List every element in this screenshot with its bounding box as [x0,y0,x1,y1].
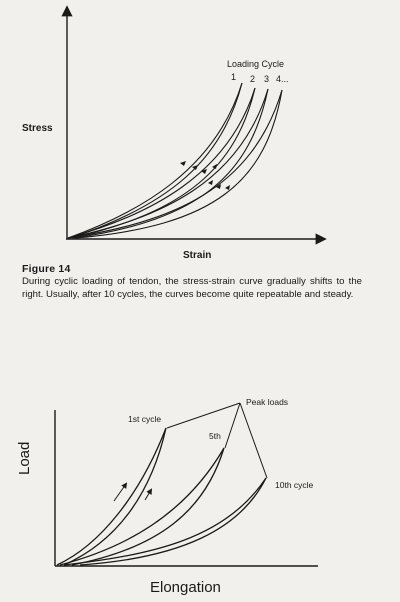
arrow-marker [212,164,217,169]
arrow-marker [225,185,230,190]
first-cycle-loading-curve [56,427,167,566]
bottom-direction-arrows [113,482,153,502]
figure-caption: Figure 14 During cyclic loading of tendo… [22,262,362,302]
peak-loads-label: Peak loads [246,397,288,407]
cycle-4-loading-curve [67,89,283,239]
caption-title: Figure 14 [22,263,71,275]
bottom-curves [56,427,267,566]
caption-text: During cyclic loading of tendon, the str… [22,276,362,300]
cycle-label-2: 2 [250,74,255,84]
bottom-y-axis-label: Load [16,442,33,475]
arrow-marker [201,169,207,174]
arrow-marker [216,184,221,189]
arrow-marker [180,161,186,166]
top-stress-strain-diagram: Loading Cycle 1 2 3 4... Stress Strain [22,5,327,261]
top-legend-title: Loading Cycle [227,59,284,69]
cycle-4-unloading-curve [75,89,283,239]
first-cycle-unloading-curve [63,427,167,566]
cycle-label-1: 1 [231,72,236,82]
cycle-1-unloading-curve [69,82,243,239]
fifth-cycle-label: 5th [209,431,221,441]
peak-load-leaders [166,402,268,479]
first-cycle-label: 1st cycle [128,414,161,424]
bottom-x-axis-label: Elongation [150,579,221,596]
top-unloading-curves [69,82,283,239]
cycle-2-loading-curve [67,87,256,239]
leader-to-tenth-peak [239,402,268,479]
top-direction-arrows [180,161,230,190]
leader-to-first-peak [166,402,241,429]
arrow-marker [192,165,198,170]
cycle-label-3: 3 [264,74,269,84]
arrow-marker [113,482,128,502]
arrow-marker [208,180,213,185]
tenth-cycle-loading-curve [63,477,267,566]
cycle-1-loading-curve [67,82,243,239]
cycle-label-4: 4... [276,74,289,84]
top-y-axis-label: Stress [22,123,53,134]
arrow-marker [144,488,153,501]
tenth-cycle-unloading-curve [79,477,267,566]
cycle-2-unloading-curve [71,87,256,239]
fifth-cycle-unloading-curve [71,447,225,566]
tenth-cycle-label: 10th cycle [275,480,314,490]
fifth-cycle-loading-curve [59,447,225,566]
cycle-3-loading-curve [67,88,269,239]
top-x-axis-label: Strain [183,250,211,261]
leader-to-fifth-peak [224,402,241,449]
cycle-3-unloading-curve [73,88,269,239]
bottom-load-elongation-diagram: Peak loads 1st cycle 5th 10th cycle Load… [16,397,318,596]
